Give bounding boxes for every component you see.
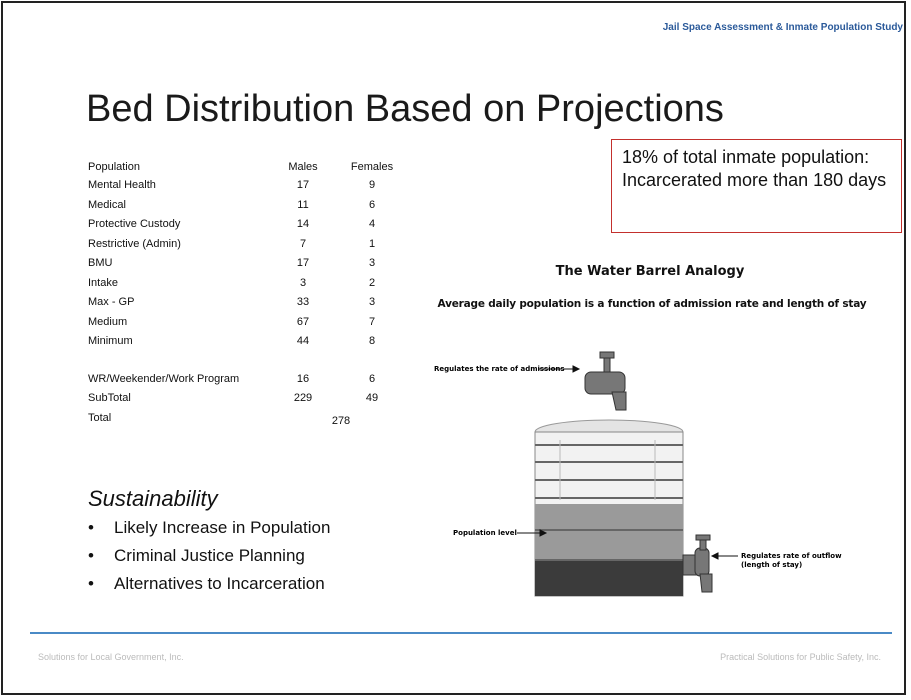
- footer-right: Practical Solutions for Public Safety, I…: [720, 652, 881, 662]
- outflow-label: Regulates rate of outflow: [741, 552, 842, 560]
- inflow-label: Regulates the rate of admissions: [434, 365, 565, 373]
- outflow-label: (length of stay): [741, 561, 802, 569]
- sustainability-heading: Sustainability: [88, 486, 218, 512]
- bullet: •Likely Increase in Population: [88, 518, 330, 538]
- footer-left: Solutions for Local Government, Inc.: [38, 652, 184, 662]
- bullet-text: Likely Increase in Population: [114, 518, 330, 537]
- outflow-faucet: [683, 535, 712, 592]
- level-label: Population level: [453, 529, 517, 537]
- bullet-text: Criminal Justice Planning: [114, 546, 305, 565]
- bullet: •Criminal Justice Planning: [88, 546, 305, 566]
- inflow-faucet: [585, 352, 626, 410]
- bullet: •Alternatives to Incarceration: [88, 574, 325, 594]
- bullet-text: Alternatives to Incarceration: [114, 574, 325, 593]
- slide: Jail Space Assessment & Inmate Populatio…: [0, 0, 911, 700]
- barrel-diagram: Regulates the rate of admissions Populat…: [0, 0, 911, 700]
- barrel: [535, 420, 683, 596]
- footer-rule: [30, 632, 892, 634]
